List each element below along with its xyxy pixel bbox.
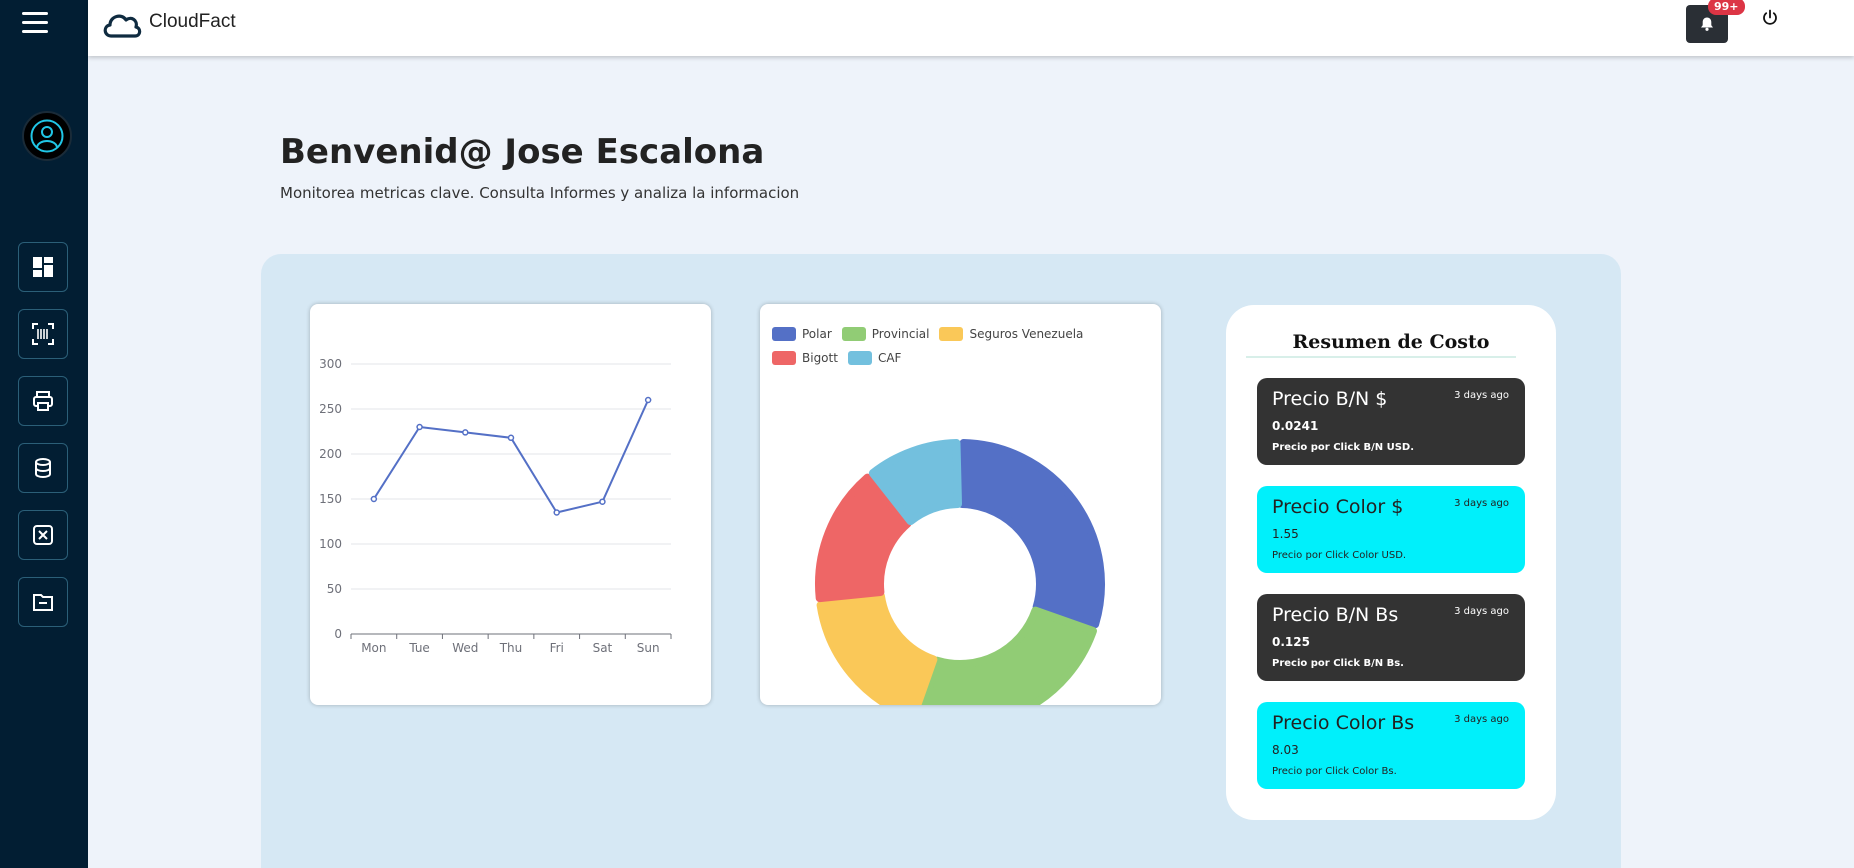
donut-slice	[958, 439, 1105, 629]
cost-item-value: 0.125	[1272, 635, 1310, 649]
y-tick-label: 150	[319, 492, 342, 506]
x-tick-label: Wed	[452, 641, 478, 655]
legend-item[interactable]: Seguros Venezuela	[939, 326, 1083, 342]
cost-item-description: Precio por Click B/N USD.	[1272, 442, 1414, 453]
x-tick-label: Thu	[499, 641, 523, 655]
data-point	[507, 434, 515, 442]
power-icon[interactable]	[1762, 9, 1778, 27]
y-tick-label: 200	[319, 447, 342, 461]
cost-item-title: Precio B/N $	[1272, 388, 1388, 410]
cost-item-time: 3 days ago	[1454, 390, 1509, 401]
x-tick-label: Fri	[550, 641, 564, 655]
legend-item[interactable]: Bigott	[772, 350, 838, 366]
legend-item[interactable]: Provincial	[841, 326, 930, 342]
data-point	[416, 423, 423, 431]
cost-summary-title: Resumen de Costo	[1292, 331, 1490, 353]
x-tick-label: Tue	[408, 641, 430, 655]
cost-item-value: 1.55	[1272, 527, 1299, 541]
y-tick-label: 300	[319, 357, 342, 371]
y-tick-label: 250	[319, 402, 342, 416]
legend-label: CAF	[877, 351, 902, 365]
divider	[1246, 356, 1516, 358]
cost-item-color-bs: Precio Color Bs 3 days ago 8.03 Precio p…	[1257, 702, 1525, 789]
donut-legend: Polar Provincial Seguros Venezuela Bigott CA…	[772, 326, 1152, 366]
avatar[interactable]	[22, 111, 72, 161]
sidebar-item-printers[interactable]	[18, 376, 68, 426]
database-icon	[35, 458, 51, 479]
x-tick-label: Sun	[637, 641, 660, 655]
bell-icon	[1701, 17, 1713, 31]
cost-item-title: Precio B/N Bs	[1272, 604, 1399, 626]
data-point	[553, 509, 560, 516]
donut-slice	[868, 439, 962, 526]
legend-item[interactable]: CAF	[847, 350, 902, 366]
page-title: Benvenid@ Jose Escalona	[280, 132, 765, 172]
legend-swatch	[841, 327, 866, 341]
legend-swatch	[772, 327, 796, 341]
legend-label: Polar	[802, 327, 832, 341]
donut-slice	[815, 473, 912, 603]
user-icon	[30, 119, 64, 153]
donut-chart-card: Polar Provincial Seguros Venezuela Bigott CA…	[760, 304, 1161, 705]
printer-icon	[33, 391, 53, 411]
menu-icon[interactable]	[22, 12, 48, 34]
page-subtitle: Monitorea metricas clave. Consulta Infor…	[280, 184, 800, 202]
x-tick-label: Mon	[361, 641, 386, 655]
legend-swatch	[847, 351, 872, 365]
donut-slice	[816, 592, 938, 705]
sidebar-item-database[interactable]	[18, 443, 68, 493]
sidebar-item-scan[interactable]	[18, 309, 68, 359]
sidebar	[0, 0, 88, 868]
cost-item-time: 3 days ago	[1454, 606, 1509, 617]
data-point	[462, 429, 469, 436]
cost-item-bn-usd: Precio B/N $ 3 days ago 0.0241 Precio po…	[1257, 378, 1525, 465]
legend-swatch	[772, 351, 796, 365]
brand-name: CloudFact	[149, 11, 236, 32]
legend-label: Bigott	[802, 351, 838, 365]
y-tick-label: 100	[319, 537, 342, 551]
legend-item[interactable]: Polar	[772, 326, 832, 342]
x-tick-label: Sat	[593, 641, 613, 655]
notifications-button[interactable]	[1686, 5, 1728, 43]
dashboard-icon	[33, 257, 53, 277]
cost-item-color-usd: Precio Color $ 3 days ago 1.55 Precio po…	[1257, 486, 1525, 573]
legend-label: Provincial	[871, 327, 930, 341]
close-box-icon	[33, 525, 53, 545]
legend-label: Seguros Venezuela	[969, 327, 1084, 341]
data-point	[599, 498, 606, 505]
line-chart-card: 0 50 100 150 200 250 300 Mon Tue Wed Thu Fri Sat Sun	[310, 304, 711, 705]
sidebar-item-files[interactable]	[18, 577, 68, 627]
y-tick-label: 50	[327, 582, 342, 596]
legend-swatch	[939, 327, 964, 341]
cost-item-value: 0.0241	[1272, 419, 1319, 433]
notification-badge: 99+	[1708, 0, 1745, 15]
data-point	[370, 495, 378, 503]
cost-item-title: Precio Color $	[1272, 496, 1404, 518]
cost-item-bn-bs: Precio B/N Bs 3 days ago 0.125 Precio po…	[1257, 594, 1525, 681]
donut-slice	[919, 606, 1097, 705]
cloud-icon	[103, 14, 142, 38]
cost-item-title: Precio Color Bs	[1272, 712, 1415, 734]
y-tick-label: 0	[334, 627, 342, 641]
cost-summary-card: Resumen de Costo Precio B/N $ 3 days ago…	[1226, 305, 1556, 820]
cost-item-description: Precio por Click Color Bs.	[1272, 766, 1397, 777]
cost-item-time: 3 days ago	[1454, 714, 1509, 725]
sidebar-item-cancel[interactable]	[18, 510, 68, 560]
folder-icon	[33, 594, 53, 611]
donut-chart	[815, 439, 1105, 705]
cost-item-description: Precio por Click B/N Bs.	[1272, 658, 1404, 669]
barcode-scan-icon	[32, 323, 54, 345]
line-chart: 0 50 100 150 200 250 300 Mon Tue Wed Thu Fri Sat Sun	[319, 357, 672, 655]
cost-item-time: 3 days ago	[1454, 498, 1509, 509]
sidebar-item-dashboard[interactable]	[18, 242, 68, 292]
series-line	[373, 399, 650, 514]
data-point	[644, 396, 652, 404]
top-bar: CloudFact 99+	[88, 0, 1854, 56]
cost-item-value: 8.03	[1272, 743, 1299, 757]
cost-item-description: Precio por Click Color USD.	[1272, 550, 1407, 561]
